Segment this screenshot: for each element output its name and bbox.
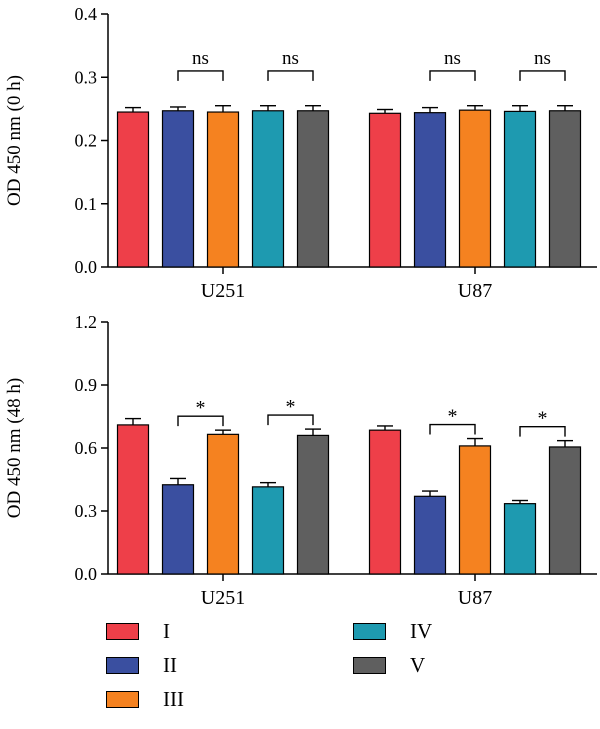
legend-label-II: II xyxy=(163,652,177,677)
significance-bracket xyxy=(429,423,476,435)
legend-item-I: I xyxy=(106,619,170,643)
bar-II-U87 xyxy=(413,495,447,575)
y-tick-label: 0.3 xyxy=(75,67,98,87)
bar-III-U251 xyxy=(206,433,240,575)
bar-IV-U251 xyxy=(251,110,285,268)
bar-IV-U251 xyxy=(251,486,285,575)
bar-IV-U87 xyxy=(503,503,537,575)
y-tick-label: 0.0 xyxy=(75,564,98,584)
chart-panel-2: 0.0 0.3 0.6 0.9 1.2 OD 450 nm (48 h) U251 U87 * *… xyxy=(4,312,597,609)
legend-swatch-III xyxy=(106,690,139,708)
significance-bracket xyxy=(267,70,314,81)
y-tick-label: 1.2 xyxy=(75,312,98,332)
significance-bracket xyxy=(519,425,566,437)
bar-II-U251 xyxy=(161,110,195,268)
bar-IV-U87 xyxy=(503,110,537,268)
bar-I-U251 xyxy=(116,424,150,575)
x-tick-label: U87 xyxy=(458,280,492,302)
legend-item-II: II xyxy=(106,653,177,677)
y-tick-label: 0.2 xyxy=(75,131,98,151)
bar-II-U251 xyxy=(161,484,195,575)
significance-label: ns xyxy=(192,48,209,69)
x-tick-label: U87 xyxy=(458,587,492,609)
bar-III-U251 xyxy=(206,111,240,268)
bar-I-U251 xyxy=(116,111,150,268)
bar-I-U87 xyxy=(368,112,402,268)
legend-item-IV: IV xyxy=(353,619,432,643)
y-tick-label: 0.3 xyxy=(75,501,98,521)
bar-V-U251 xyxy=(296,110,330,268)
significance-label: * xyxy=(286,396,296,418)
significance-label: ns xyxy=(282,48,299,69)
bar-III-U87 xyxy=(458,445,492,575)
y-tick-label: 0.0 xyxy=(75,257,98,277)
y-axis-label: OD 450 nm (0 h) xyxy=(4,75,25,206)
bar-I-U87 xyxy=(368,429,402,575)
y-tick-label: 0.9 xyxy=(75,375,98,395)
bar-II-U87 xyxy=(413,112,447,268)
y-tick-label: 0.4 xyxy=(75,4,98,24)
legend-swatch-I xyxy=(106,622,139,640)
legend-swatch-V xyxy=(353,656,386,674)
significance-label: ns xyxy=(534,48,551,69)
legend-label-V: V xyxy=(410,652,426,677)
legend-item-V: V xyxy=(353,653,425,677)
significance-label: * xyxy=(196,397,206,419)
x-tick-label: U251 xyxy=(201,587,245,609)
legend-item-III: III xyxy=(106,687,184,711)
bar-V-U87 xyxy=(548,110,582,268)
y-tick-label: 0.1 xyxy=(75,194,98,214)
significance-bracket xyxy=(267,414,314,426)
significance-bracket xyxy=(519,70,566,81)
chart-panel-1: 0.0 0.1 0.2 0.3 0.4 OD 450 nm (0 h) U251 U87 ns n… xyxy=(4,4,597,302)
significance-label: ns xyxy=(444,48,461,69)
bar-III-U87 xyxy=(458,109,492,268)
legend-label-III: III xyxy=(163,686,184,711)
bar-V-U87 xyxy=(548,446,582,575)
significance-bracket xyxy=(177,70,224,81)
legend-swatch-II xyxy=(106,656,139,674)
bar-V-U251 xyxy=(296,434,330,575)
x-tick-label: U251 xyxy=(201,280,245,302)
significance-bracket xyxy=(177,415,224,427)
significance-label: * xyxy=(538,408,548,430)
y-axis-label: OD 450 nm (48 h) xyxy=(4,378,25,518)
significance-bracket xyxy=(429,70,476,81)
legend-label-IV: IV xyxy=(410,618,433,643)
y-tick-label: 0.6 xyxy=(75,438,98,458)
significance-label: * xyxy=(448,406,458,428)
legend-label-I: I xyxy=(163,618,170,643)
legend-swatch-IV xyxy=(353,622,386,640)
